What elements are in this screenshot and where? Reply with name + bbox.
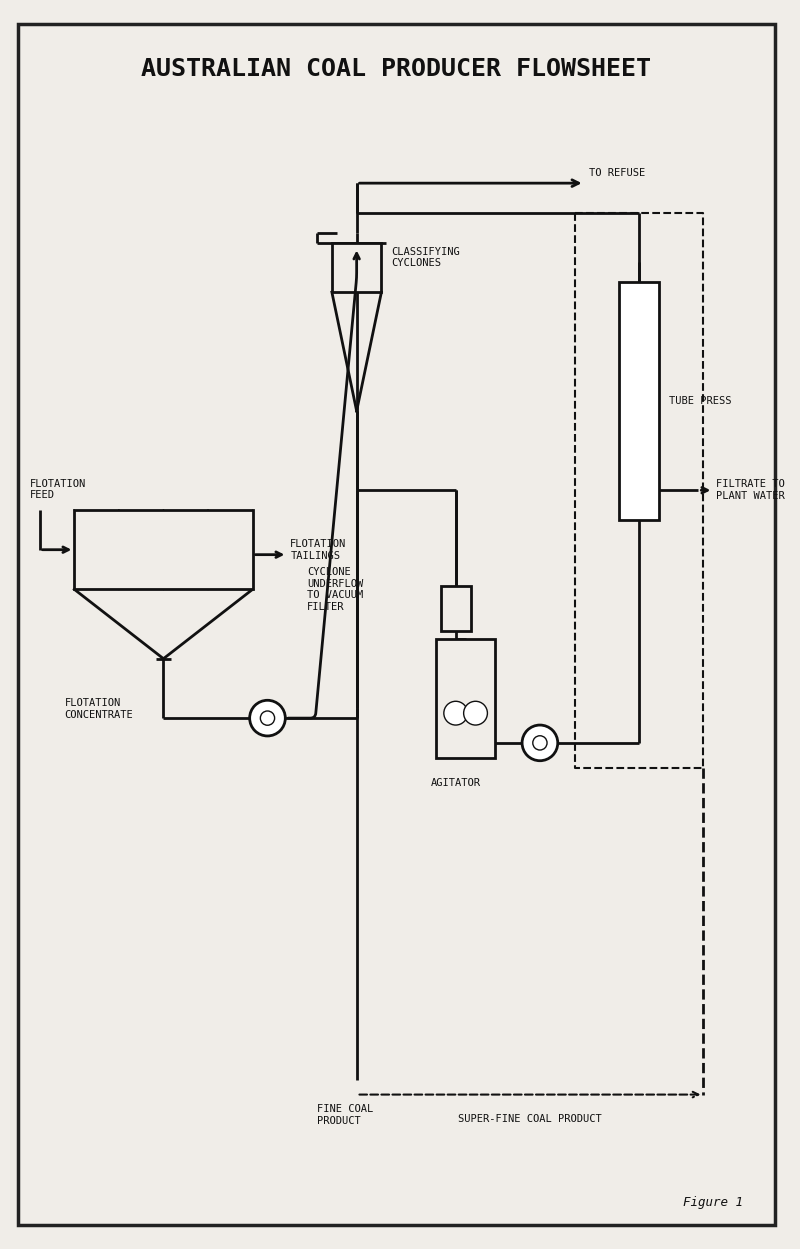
Circle shape <box>250 701 286 736</box>
Circle shape <box>522 726 558 761</box>
Text: SUPER-FINE COAL PRODUCT: SUPER-FINE COAL PRODUCT <box>458 1114 602 1124</box>
Text: TUBE PRESS: TUBE PRESS <box>669 396 731 406</box>
Circle shape <box>444 701 467 726</box>
Text: CLASSIFYING
CYCLONES: CLASSIFYING CYCLONES <box>391 246 460 269</box>
Bar <box>441 586 470 631</box>
Text: FINE COAL
PRODUCT: FINE COAL PRODUCT <box>317 1104 374 1127</box>
Bar <box>332 242 382 292</box>
Text: CYCLONE
UNDERFLOW
TO VACUUM
FILTER: CYCLONE UNDERFLOW TO VACUUM FILTER <box>307 567 363 612</box>
Text: FLOTATION
FEED: FLOTATION FEED <box>30 478 86 500</box>
Text: AGITATOR: AGITATOR <box>430 778 481 788</box>
Circle shape <box>464 701 487 726</box>
Bar <box>74 510 253 590</box>
Text: FLOTATION
CONCENTRATE: FLOTATION CONCENTRATE <box>64 698 133 719</box>
Text: AUSTRALIAN COAL PRODUCER FLOWSHEET: AUSTRALIAN COAL PRODUCER FLOWSHEET <box>142 57 651 81</box>
Bar <box>436 639 495 758</box>
Bar <box>619 282 658 520</box>
Text: TO REFUSE: TO REFUSE <box>590 169 646 179</box>
Circle shape <box>533 736 547 749</box>
Circle shape <box>260 711 274 726</box>
Text: Figure 1: Figure 1 <box>683 1195 743 1209</box>
Text: FILTRATE TO
PLANT WATER: FILTRATE TO PLANT WATER <box>716 480 785 501</box>
Text: FLOTATION
TAILINGS: FLOTATION TAILINGS <box>290 538 346 561</box>
